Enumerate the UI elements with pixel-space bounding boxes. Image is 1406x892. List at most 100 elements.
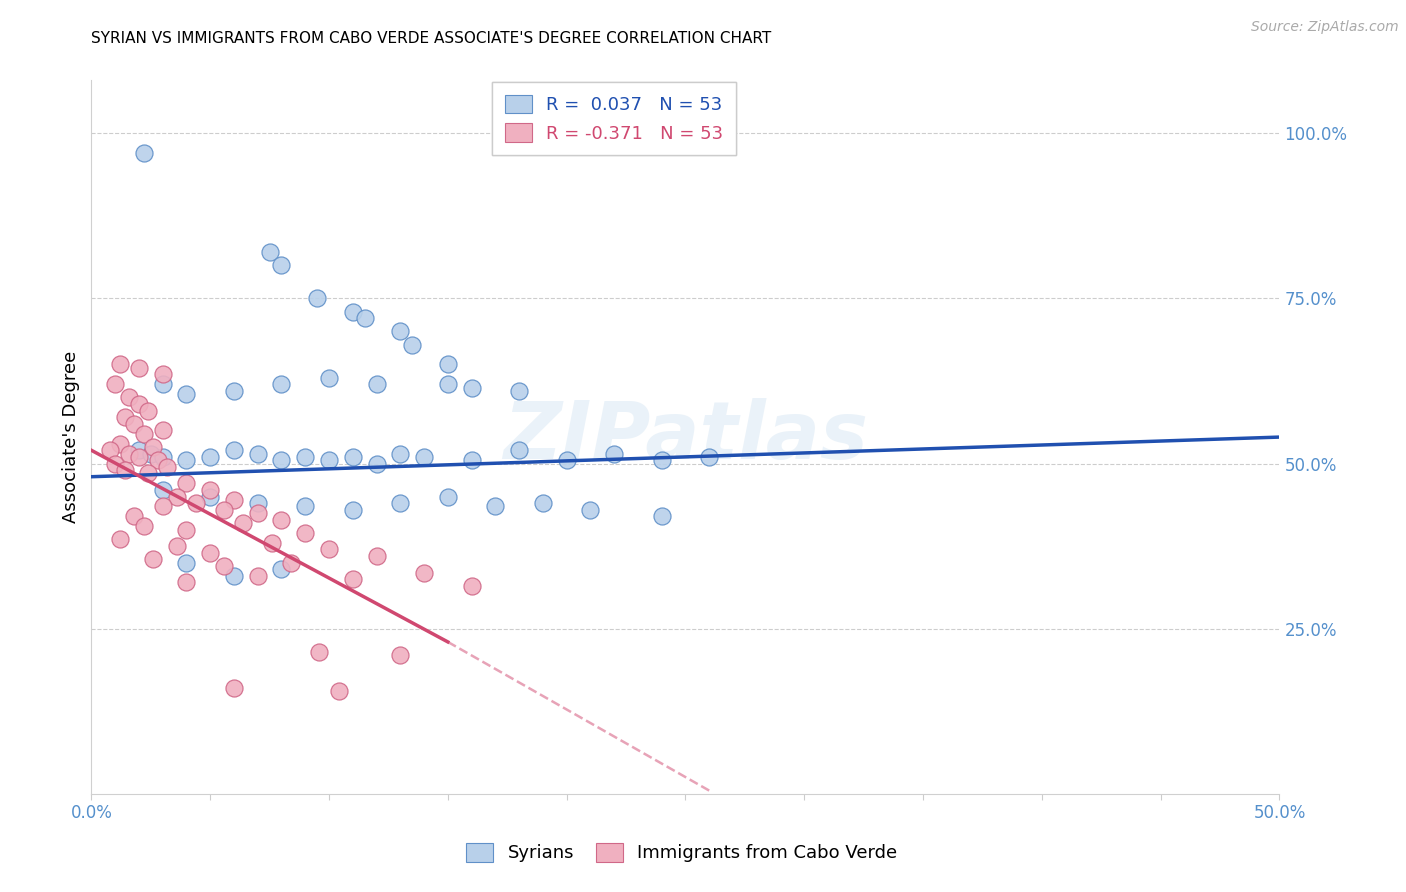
- Point: [460, 579, 482, 593]
- Point: [200, 490, 222, 504]
- Point: [270, 562, 292, 576]
- Point: [579, 502, 602, 516]
- Point: [138, 467, 160, 481]
- Point: [118, 447, 141, 461]
- Point: [214, 502, 236, 516]
- Point: [222, 384, 245, 398]
- Point: [138, 403, 160, 417]
- Point: [353, 311, 375, 326]
- Point: [200, 546, 222, 560]
- Point: [128, 443, 150, 458]
- Point: [270, 377, 292, 392]
- Point: [184, 496, 207, 510]
- Point: [128, 360, 150, 375]
- Point: [318, 370, 340, 384]
- Point: [156, 459, 179, 474]
- Point: [246, 569, 269, 583]
- Point: [139, 447, 162, 461]
- Point: [246, 496, 269, 510]
- Point: [308, 645, 330, 659]
- Point: [413, 566, 436, 580]
- Point: [132, 426, 155, 441]
- Point: [270, 513, 292, 527]
- Point: [328, 684, 350, 698]
- Point: [166, 539, 188, 553]
- Point: [128, 450, 150, 464]
- Point: [146, 453, 169, 467]
- Point: [152, 424, 174, 438]
- Point: [176, 476, 198, 491]
- Point: [366, 377, 388, 392]
- Text: ZIPatlas: ZIPatlas: [503, 398, 868, 476]
- Point: [294, 525, 316, 540]
- Point: [152, 483, 174, 497]
- Point: [697, 450, 720, 464]
- Point: [307, 291, 329, 305]
- Point: [176, 387, 198, 401]
- Point: [114, 463, 136, 477]
- Point: [436, 358, 458, 372]
- Point: [108, 358, 131, 372]
- Point: [104, 457, 127, 471]
- Point: [152, 450, 174, 464]
- Point: [270, 453, 292, 467]
- Point: [460, 380, 482, 394]
- Point: [222, 569, 245, 583]
- Point: [132, 519, 155, 533]
- Point: [366, 549, 388, 563]
- Point: [128, 397, 150, 411]
- Point: [200, 450, 222, 464]
- Point: [222, 492, 245, 507]
- Point: [270, 258, 292, 272]
- Point: [389, 447, 412, 461]
- Point: [342, 304, 364, 318]
- Point: [555, 453, 578, 467]
- Point: [132, 145, 155, 160]
- Point: [118, 391, 141, 405]
- Point: [152, 377, 174, 392]
- Point: [108, 533, 131, 547]
- Text: SYRIAN VS IMMIGRANTS FROM CABO VERDE ASSOCIATE'S DEGREE CORRELATION CHART: SYRIAN VS IMMIGRANTS FROM CABO VERDE ASS…: [91, 31, 772, 46]
- Point: [342, 572, 364, 586]
- Point: [651, 509, 673, 524]
- Point: [318, 542, 340, 557]
- Point: [413, 450, 436, 464]
- Point: [246, 506, 269, 520]
- Point: [508, 443, 530, 458]
- Point: [342, 502, 364, 516]
- Point: [389, 496, 412, 510]
- Legend: Syrians, Immigrants from Cabo Verde: Syrians, Immigrants from Cabo Verde: [458, 836, 905, 870]
- Point: [122, 417, 145, 431]
- Point: [104, 377, 127, 392]
- Point: [651, 453, 673, 467]
- Point: [436, 377, 458, 392]
- Point: [294, 500, 316, 514]
- Point: [259, 245, 281, 260]
- Point: [100, 443, 122, 458]
- Point: [294, 450, 316, 464]
- Point: [142, 552, 165, 566]
- Y-axis label: Associate's Degree: Associate's Degree: [62, 351, 80, 524]
- Point: [246, 447, 269, 461]
- Legend: R =  0.037   N = 53, R = -0.371   N = 53: R = 0.037 N = 53, R = -0.371 N = 53: [492, 82, 737, 155]
- Point: [366, 457, 388, 471]
- Point: [401, 337, 423, 351]
- Point: [318, 453, 340, 467]
- Point: [108, 436, 131, 450]
- Point: [176, 523, 198, 537]
- Point: [232, 516, 254, 530]
- Point: [222, 443, 245, 458]
- Point: [342, 450, 364, 464]
- Point: [176, 556, 198, 570]
- Point: [152, 368, 174, 382]
- Point: [152, 500, 174, 514]
- Point: [531, 496, 554, 510]
- Point: [280, 556, 302, 570]
- Point: [114, 410, 136, 425]
- Point: [389, 648, 412, 662]
- Point: [200, 483, 222, 497]
- Point: [389, 324, 412, 338]
- Point: [484, 500, 506, 514]
- Point: [603, 447, 626, 461]
- Text: Source: ZipAtlas.com: Source: ZipAtlas.com: [1251, 20, 1399, 34]
